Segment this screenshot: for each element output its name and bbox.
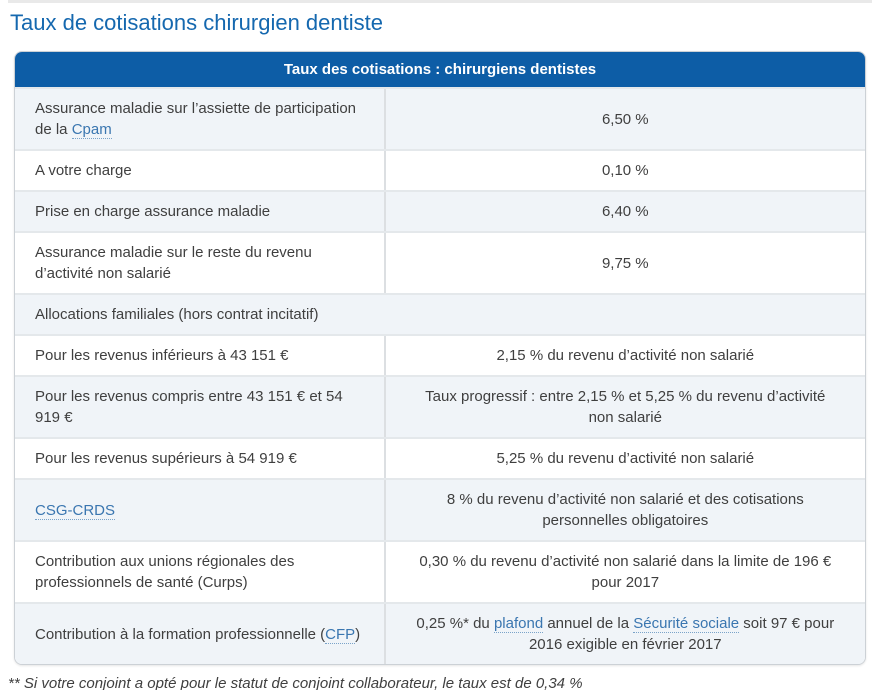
- row-value-cell: 6,50 %: [386, 89, 865, 149]
- row-value-text: 2,15 % du revenu d’activité non salarié: [496, 345, 754, 366]
- row-label-cell: CSG-CRDS: [15, 480, 386, 541]
- text: Contribution aux unions régionales des p…: [35, 553, 295, 592]
- row-value-cell: 0,30 % du revenu d’activité non salarié …: [386, 542, 865, 602]
- text: Taux progressif : entre 2,15 % et 5,25 %…: [425, 388, 826, 427]
- text: 6,40 %: [601, 203, 649, 221]
- table-row: Assurance maladie sur le reste du revenu…: [15, 231, 865, 294]
- table-header: Taux des cotisations : chirurgiens denti…: [15, 52, 865, 88]
- text: Pour les revenus inférieurs à 43 151 €: [35, 347, 289, 365]
- row-value-cell: 5,25 % du revenu d’activité non salarié: [386, 439, 865, 478]
- row-label-cell: Contribution à la formation professionne…: [15, 604, 386, 665]
- text: Assurance maladie sur le reste du revenu…: [35, 244, 312, 283]
- row-label-text: Pour les revenus supérieurs à 54 919 €: [35, 448, 297, 469]
- table-row: Contribution aux unions régionales des p…: [15, 540, 865, 603]
- row-label-text: Assurance maladie sur le reste du revenu…: [35, 242, 370, 284]
- top-divider: [8, 0, 872, 3]
- text: Allocations familiales (hors contrat inc…: [35, 306, 319, 324]
- plafond-link[interactable]: plafond: [493, 615, 544, 634]
- row-label-text: Assurance maladie sur l’assiette de part…: [35, 98, 370, 140]
- text: 0,10 %: [601, 162, 649, 180]
- row-value-cell: 6,40 %: [386, 192, 865, 231]
- table-row: Pour les revenus inférieurs à 43 151 € 2,…: [15, 334, 865, 376]
- row-label-cell: Assurance maladie sur l’assiette de part…: [15, 89, 386, 150]
- table-row: Prise en charge assurance maladie 6,40 %: [15, 190, 865, 232]
- row-value-cell: 0,25 %* du plafond annuel de la Sécurité…: [386, 604, 865, 664]
- text: 0,25 %* du: [416, 615, 494, 633]
- securite-sociale-link[interactable]: Sécurité sociale: [633, 615, 740, 634]
- text: 0,30 % du revenu d’activité non salarié …: [419, 553, 832, 592]
- rates-table: Taux des cotisations : chirurgiens denti…: [14, 51, 866, 666]
- row-label-cell: Pour les revenus compris entre 43 151 € …: [15, 377, 386, 438]
- table-row: CSG-CRDS 8 % du revenu d’activité non sal…: [15, 478, 865, 541]
- text: 6,50 %: [601, 110, 649, 128]
- row-value-cell: 0,10 %: [386, 151, 865, 190]
- csg-crds-link[interactable]: CSG-CRDS: [35, 501, 116, 520]
- table-row: Pour les revenus compris entre 43 151 € …: [15, 375, 865, 438]
- cpam-link[interactable]: Cpam: [71, 121, 112, 140]
- row-value-cell: 2,15 % du revenu d’activité non salarié: [386, 336, 865, 375]
- row-label-cell: Assurance maladie sur le reste du revenu…: [15, 233, 386, 294]
- text: soit 97 € pour 2016 exigible en février …: [528, 615, 835, 654]
- row-label-cell: Prise en charge assurance maladie: [15, 192, 386, 232]
- row-label-cell: A votre charge: [15, 151, 386, 191]
- table-row: Pour les revenus supérieurs à 54 919 € 5,…: [15, 437, 865, 479]
- text: 2,15 % du revenu d’activité non salarié: [496, 347, 755, 365]
- row-value-text: 5,25 % du revenu d’activité non salarié: [496, 448, 754, 469]
- text: 8 % du revenu d’activité non salarié et …: [446, 491, 804, 530]
- table-row: Allocations familiales (hors contrat inc…: [15, 293, 865, 335]
- row-label-text: Pour les revenus inférieurs à 43 151 €: [35, 345, 288, 366]
- text: Prise en charge assurance maladie: [35, 203, 271, 221]
- row-label-text: A votre charge: [35, 160, 132, 181]
- row-value-text: Taux progressif : entre 2,15 % et 5,25 %…: [412, 386, 839, 428]
- row-label-cell: Contribution aux unions régionales des p…: [15, 542, 386, 603]
- row-value-text: 0,25 %* du plafond annuel de la Sécurité…: [412, 613, 839, 655]
- row-value-text: 6,40 %: [602, 201, 649, 222]
- text: Contribution à la formation professionne…: [35, 625, 326, 643]
- row-value-cell: 9,75 %: [386, 233, 865, 293]
- page-title: Taux de cotisations chirurgien dentiste: [10, 10, 383, 35]
- table-body: Assurance maladie sur l’assiette de part…: [15, 87, 865, 665]
- row-label-cell: Pour les revenus inférieurs à 43 151 €: [15, 336, 386, 376]
- row-value-cell: 8 % du revenu d’activité non salarié et …: [386, 480, 865, 540]
- text: 9,75 %: [601, 254, 649, 272]
- footnote: ** Si votre conjoint a opté pour le stat…: [8, 675, 583, 690]
- row-label-text: Contribution à la formation professionne…: [35, 624, 360, 645]
- table-row: Contribution à la formation professionne…: [15, 602, 865, 665]
- text: Pour les revenus supérieurs à 54 919 €: [35, 450, 297, 468]
- row-label-text: Allocations familiales (hors contrat inc…: [35, 304, 318, 325]
- cfp-link[interactable]: CFP: [325, 625, 356, 644]
- row-value-text: 0,30 % du revenu d’activité non salarié …: [412, 551, 839, 593]
- row-value-text: 6,50 %: [602, 109, 649, 130]
- row-label-text: Contribution aux unions régionales des p…: [35, 551, 370, 593]
- text: Pour les revenus compris entre 43 151 € …: [35, 388, 343, 427]
- row-label-cell: Pour les revenus supérieurs à 54 919 €: [15, 439, 386, 479]
- row-value-text: 8 % du revenu d’activité non salarié et …: [412, 489, 839, 531]
- text: 5,25 % du revenu d’activité non salarié: [496, 450, 755, 468]
- table-row: Assurance maladie sur l’assiette de part…: [15, 87, 865, 150]
- row-label-text: Pour les revenus compris entre 43 151 € …: [35, 386, 370, 428]
- row-label-text: CSG-CRDS: [35, 500, 116, 521]
- text: ): [355, 625, 361, 643]
- row-value-text: 0,10 %: [602, 160, 649, 181]
- row-label-text: Prise en charge assurance maladie: [35, 201, 270, 222]
- row-value-cell: Taux progressif : entre 2,15 % et 5,25 %…: [386, 377, 865, 437]
- text: A votre charge: [35, 162, 132, 180]
- row-label-cell: Allocations familiales (hors contrat inc…: [15, 295, 865, 334]
- table-row: A votre charge 0,10 %: [15, 149, 865, 191]
- row-value-text: 9,75 %: [602, 253, 649, 274]
- text: Assurance maladie sur l’assiette de part…: [35, 100, 356, 139]
- text: annuel de la: [543, 615, 634, 633]
